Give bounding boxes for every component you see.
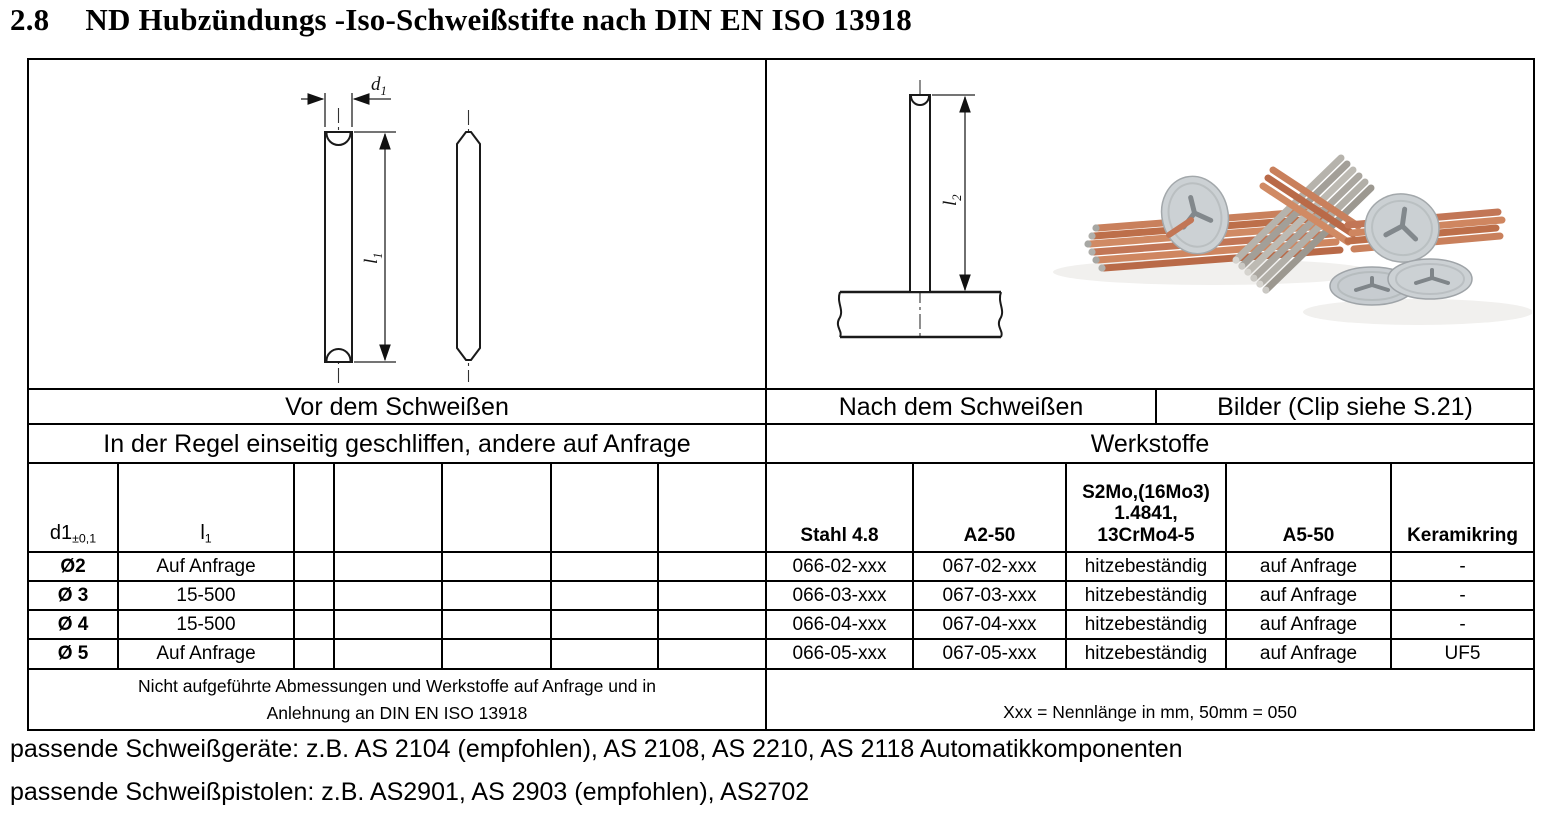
row-3-d1: Ø 5 (29, 640, 119, 670)
svg-text:l2: l2 (940, 194, 964, 206)
stud-pointed-tip (456, 110, 481, 382)
row-0-d1: Ø2 (29, 553, 119, 582)
svg-text:d1: d1 (371, 74, 387, 98)
row-1-keramikring: - (1392, 582, 1533, 611)
row-0-empty-3 (443, 553, 552, 582)
row-3-s2mo: hitzebeständig (1067, 640, 1227, 670)
col-header-empty-1 (295, 464, 335, 553)
caption-materials: Werkstoffe (767, 425, 1533, 464)
section-number: 2.8 (10, 2, 50, 37)
row-2-s2mo: hitzebeständig (1067, 611, 1227, 640)
row-0-empty-2 (335, 553, 443, 582)
caption-before-welding: Vor dem Schweißen (29, 390, 767, 425)
row-1-empty-3 (443, 582, 552, 611)
row-3-empty-1 (295, 640, 335, 670)
row-3-empty-3 (443, 640, 552, 670)
col-header-stahl: Stahl 4.8 (767, 464, 914, 553)
dimension-l1: l1 (354, 131, 396, 363)
col-header-empty-4 (552, 464, 659, 553)
product-photo (1053, 154, 1533, 325)
section-title: ND Hubzündungs -Iso-Schweißstifte nach D… (85, 2, 912, 37)
caption-after-welding: Nach dem Schweißen (767, 390, 1157, 425)
row-2-a5: auf Anfrage (1227, 611, 1392, 640)
row-0-s2mo: hitzebeständig (1067, 553, 1227, 582)
col-header-s2mo: S2Mo,(16Mo3) 1.4841, 13CrMo4-5 (1067, 464, 1227, 553)
row-1-a2: 067-03-xxx (914, 582, 1067, 611)
row-2-empty-1 (295, 611, 335, 640)
welded-stud-drawing-and-photo: l2 (836, 80, 1533, 339)
accessories-welding-units: passende Schweißgeräte: z.B. AS 2104 (em… (10, 735, 1183, 763)
row-2-empty-3 (443, 611, 552, 640)
row-0-empty-5 (659, 553, 767, 582)
col-header-a2-50: A2-50 (914, 464, 1067, 553)
stud-flat-tip (324, 108, 353, 384)
caption-pictures: Bilder (Clip siehe S.21) (1157, 390, 1533, 425)
row-3-a2: 067-05-xxx (914, 640, 1067, 670)
col-header-keramikring: Keramikring (1392, 464, 1533, 553)
ceramic-clip-disc-right (1364, 193, 1440, 263)
dimension-d1: d1 (301, 74, 391, 127)
row-3-keramikring: UF5 (1392, 640, 1533, 670)
row-2-keramikring: - (1392, 611, 1533, 640)
note-length-code: Xxx = Nennlänge in mm, 50mm = 050 (1003, 702, 1297, 723)
col-header-a5-50: A5-50 (1227, 464, 1392, 553)
row-0-l1: Auf Anfrage (119, 553, 295, 582)
stud-drawing-before-welding: d1 l1 (301, 74, 481, 384)
dimension-l2: l2 (932, 94, 975, 292)
row-0-keramikring: - (1392, 553, 1533, 582)
row-1-empty-2 (335, 582, 443, 611)
row-1-empty-5 (659, 582, 767, 611)
cell-drawing-after-welding-and-photo: l2 (767, 60, 1533, 390)
col-header-l1: l1 (119, 464, 295, 553)
row-1-s2mo: hitzebeständig (1067, 582, 1227, 611)
row-0-stahl: 066-02-xxx (767, 553, 914, 582)
row-1-empty-1 (295, 582, 335, 611)
row-2-empty-2 (335, 611, 443, 640)
row-3-stahl: 066-05-xxx (767, 640, 914, 670)
accessories-welding-guns: passende Schweißpistolen: z.B. AS2901, A… (10, 778, 810, 806)
row-2-empty-4 (552, 611, 659, 640)
row-0-a2: 067-02-xxx (914, 553, 1067, 582)
row-1-d1: Ø 3 (29, 582, 119, 611)
ceramic-clip-disc-left (1160, 175, 1230, 255)
caption-grinding-note: In der Regel einseitig geschliffen, ande… (29, 425, 767, 464)
page-title: 2.8 ND Hubzündungs -Iso-Schweißstifte nac… (10, 2, 912, 38)
col-header-empty-3 (443, 464, 552, 553)
product-table: d1 l1 (27, 58, 1535, 731)
row-0-empty-1 (295, 553, 335, 582)
steel-rods-bundle (1232, 154, 1375, 294)
row-2-a2: 067-04-xxx (914, 611, 1067, 640)
row-1-stahl: 066-03-xxx (767, 582, 914, 611)
row-3-a5: auf Anfrage (1227, 640, 1392, 670)
row-1-l1: 15-500 (119, 582, 295, 611)
row-2-empty-5 (659, 611, 767, 640)
col-header-d1: d1±0,1 (29, 464, 119, 553)
row-2-d1: Ø 4 (29, 611, 119, 640)
row-3-empty-5 (659, 640, 767, 670)
note-dimensions: Nicht aufgeführte Abmessungen und Werkst… (29, 670, 767, 729)
ceramic-clip-disc-lying-2 (1387, 258, 1473, 300)
row-2-stahl: 066-04-xxx (767, 611, 914, 640)
row-3-empty-4 (552, 640, 659, 670)
row-0-a5: auf Anfrage (1227, 553, 1392, 582)
row-3-empty-2 (335, 640, 443, 670)
welded-stud-drawing: l2 (836, 80, 1004, 339)
row-2-l1: 15-500 (119, 611, 295, 640)
row-0-empty-4 (552, 553, 659, 582)
col-header-empty-2 (335, 464, 443, 553)
row-1-empty-4 (552, 582, 659, 611)
copper-rods-crossing (1259, 166, 1362, 246)
row-1-a5: auf Anfrage (1227, 582, 1392, 611)
col-header-empty-5 (659, 464, 767, 553)
row-3-l1: Auf Anfrage (119, 640, 295, 670)
cell-drawing-before-welding: d1 l1 (29, 60, 767, 390)
svg-text:l1: l1 (361, 252, 385, 264)
